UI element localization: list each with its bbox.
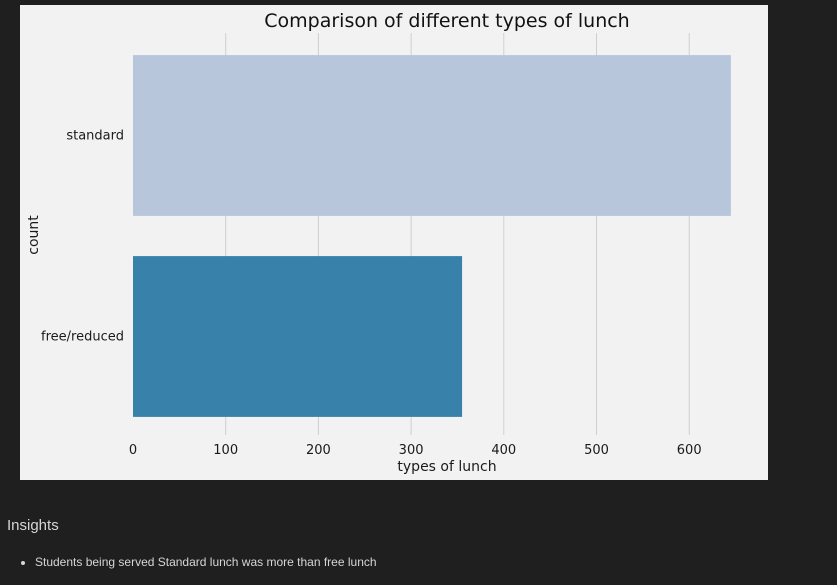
category-labels: standard free/reduced [41, 129, 124, 345]
x-tick-label: 400 [491, 443, 516, 458]
y-axis-label: count [26, 215, 42, 255]
bar-standard [133, 55, 731, 216]
bars [133, 55, 731, 417]
insights-section: Insights Students being served Standard … [7, 517, 827, 570]
chart-title: Comparison of different types of lunch [264, 10, 629, 32]
x-tick-label: 100 [213, 443, 238, 458]
x-tick-label: 0 [129, 443, 137, 458]
insight-item: Students being served Standard lunch was… [35, 554, 827, 570]
category-label: free/reduced [41, 330, 124, 345]
x-tick-labels: 0 100 200 300 400 500 600 [129, 443, 702, 458]
insights-list: Students being served Standard lunch was… [7, 554, 827, 570]
x-tick-label: 600 [677, 443, 702, 458]
insights-heading: Insights [7, 517, 59, 534]
category-label: standard [66, 129, 124, 144]
x-tick-label: 200 [306, 443, 331, 458]
x-tick-label: 300 [399, 443, 424, 458]
bar-free-reduced [133, 256, 463, 417]
bar-chart: 0 100 200 300 400 500 600 standard free/reduced… [26, 10, 731, 475]
x-tick-label: 500 [584, 443, 609, 458]
x-axis-label: types of lunch [397, 459, 496, 475]
chart-figure: 0 100 200 300 400 500 600 standard free/reduced… [20, 5, 768, 480]
